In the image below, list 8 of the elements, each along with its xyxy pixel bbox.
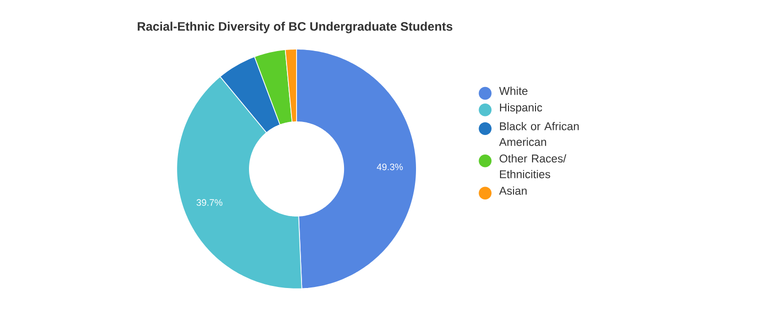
legend-label: Asian [499,186,527,195]
legend-label: Black or African American [499,122,579,146]
data-label: 39.7% [196,199,222,206]
chart-title: Racial-Ethnic Diversity of BC Undergraduate Students [138,22,452,34]
data-label: 49.3% [376,164,403,170]
legend-label: White [499,86,528,95]
legend-label: Hispanic [500,103,542,114]
legend-label: Other Races/ Ethnicities [500,154,566,178]
